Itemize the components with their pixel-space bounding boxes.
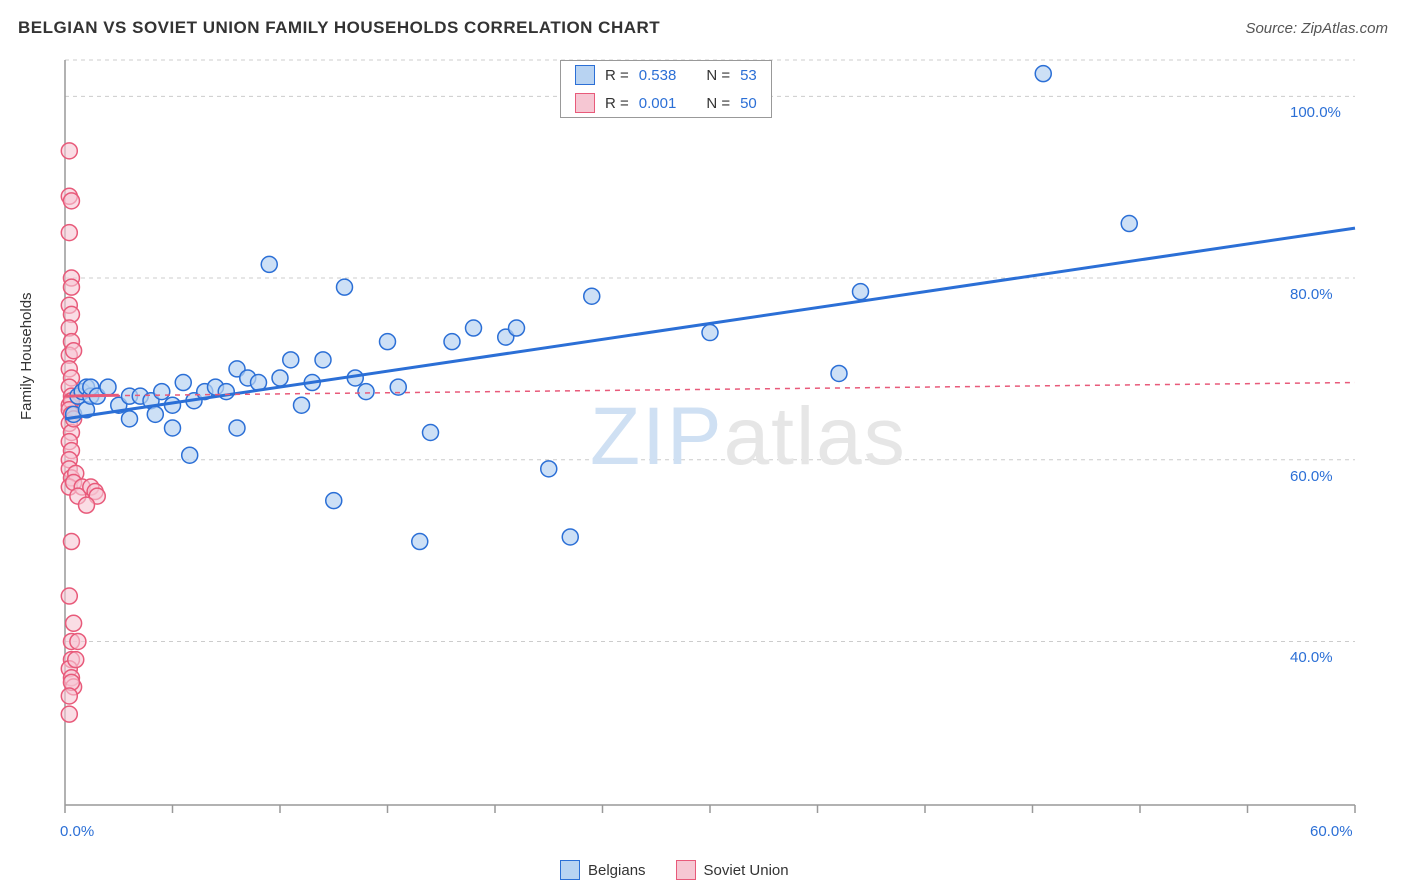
- legend-label: Belgians: [588, 862, 646, 879]
- stat-legend: R = 0.538 N = 53 R = 0.001 N = 50: [560, 60, 772, 118]
- n-value: 53: [740, 67, 757, 84]
- swatch-icon: [560, 860, 580, 880]
- r-value: 0.538: [639, 67, 677, 84]
- legend-item-belgians: Belgians: [560, 860, 646, 880]
- chart-title: BELGIAN VS SOVIET UNION FAMILY HOUSEHOLD…: [18, 18, 660, 38]
- y-tick-label: 80.0%: [1290, 286, 1333, 303]
- n-label: N =: [706, 95, 730, 112]
- r-label: R =: [605, 95, 629, 112]
- swatch-icon: [575, 93, 595, 113]
- x-tick-label: 0.0%: [60, 823, 94, 840]
- legend-label: Soviet Union: [704, 862, 789, 879]
- stat-row-soviet: R = 0.001 N = 50: [561, 89, 771, 117]
- swatch-icon: [676, 860, 696, 880]
- n-label: N =: [706, 67, 730, 84]
- chart-header: BELGIAN VS SOVIET UNION FAMILY HOUSEHOLD…: [18, 18, 1388, 38]
- stat-row-belgians: R = 0.538 N = 53: [561, 61, 771, 89]
- x-tick-label: 60.0%: [1310, 823, 1353, 840]
- series-legend: Belgians Soviet Union: [560, 860, 789, 880]
- r-label: R =: [605, 67, 629, 84]
- y-tick-label: 40.0%: [1290, 649, 1333, 666]
- scatter-plot: [55, 55, 1385, 835]
- source-attribution: Source: ZipAtlas.com: [1245, 20, 1388, 37]
- r-value: 0.001: [639, 95, 677, 112]
- plot-svg: [55, 55, 1385, 835]
- n-value: 50: [740, 95, 757, 112]
- legend-item-soviet: Soviet Union: [676, 860, 789, 880]
- y-tick-label: 100.0%: [1290, 104, 1341, 121]
- y-axis-label: Family Households: [18, 292, 35, 420]
- y-tick-label: 60.0%: [1290, 468, 1333, 485]
- swatch-icon: [575, 65, 595, 85]
